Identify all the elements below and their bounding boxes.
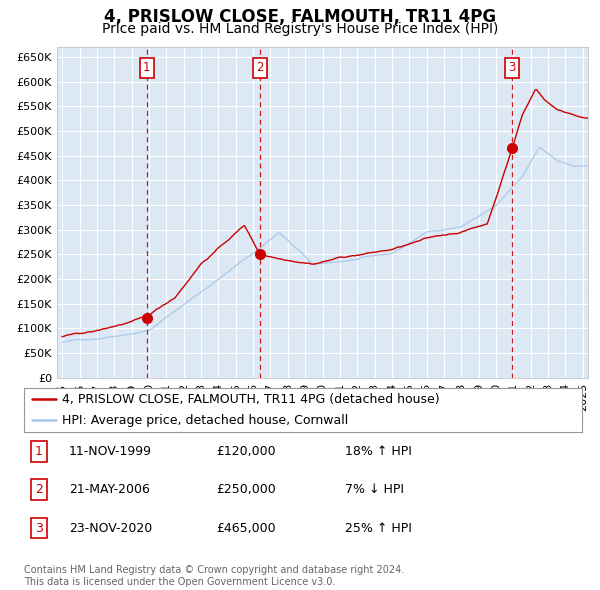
Text: £120,000: £120,000 [216,445,275,458]
Text: 1: 1 [35,445,43,458]
Text: £250,000: £250,000 [216,483,276,496]
Text: 4, PRISLOW CLOSE, FALMOUTH, TR11 4PG (detached house): 4, PRISLOW CLOSE, FALMOUTH, TR11 4PG (de… [62,392,440,406]
Text: 2: 2 [35,483,43,496]
Text: 1: 1 [143,61,151,74]
Text: 3: 3 [508,61,515,74]
Text: 7% ↓ HPI: 7% ↓ HPI [345,483,404,496]
Text: 2: 2 [256,61,263,74]
Text: 25% ↑ HPI: 25% ↑ HPI [345,522,412,535]
Text: 23-NOV-2020: 23-NOV-2020 [69,522,152,535]
Text: Price paid vs. HM Land Registry's House Price Index (HPI): Price paid vs. HM Land Registry's House … [102,22,498,37]
Text: 4, PRISLOW CLOSE, FALMOUTH, TR11 4PG: 4, PRISLOW CLOSE, FALMOUTH, TR11 4PG [104,8,496,26]
Text: 3: 3 [35,522,43,535]
Text: HPI: Average price, detached house, Cornwall: HPI: Average price, detached house, Corn… [62,414,348,427]
Text: 18% ↑ HPI: 18% ↑ HPI [345,445,412,458]
Text: Contains HM Land Registry data © Crown copyright and database right 2024.
This d: Contains HM Land Registry data © Crown c… [24,565,404,587]
Text: 11-NOV-1999: 11-NOV-1999 [69,445,152,458]
Text: £465,000: £465,000 [216,522,275,535]
Text: 21-MAY-2006: 21-MAY-2006 [69,483,150,496]
